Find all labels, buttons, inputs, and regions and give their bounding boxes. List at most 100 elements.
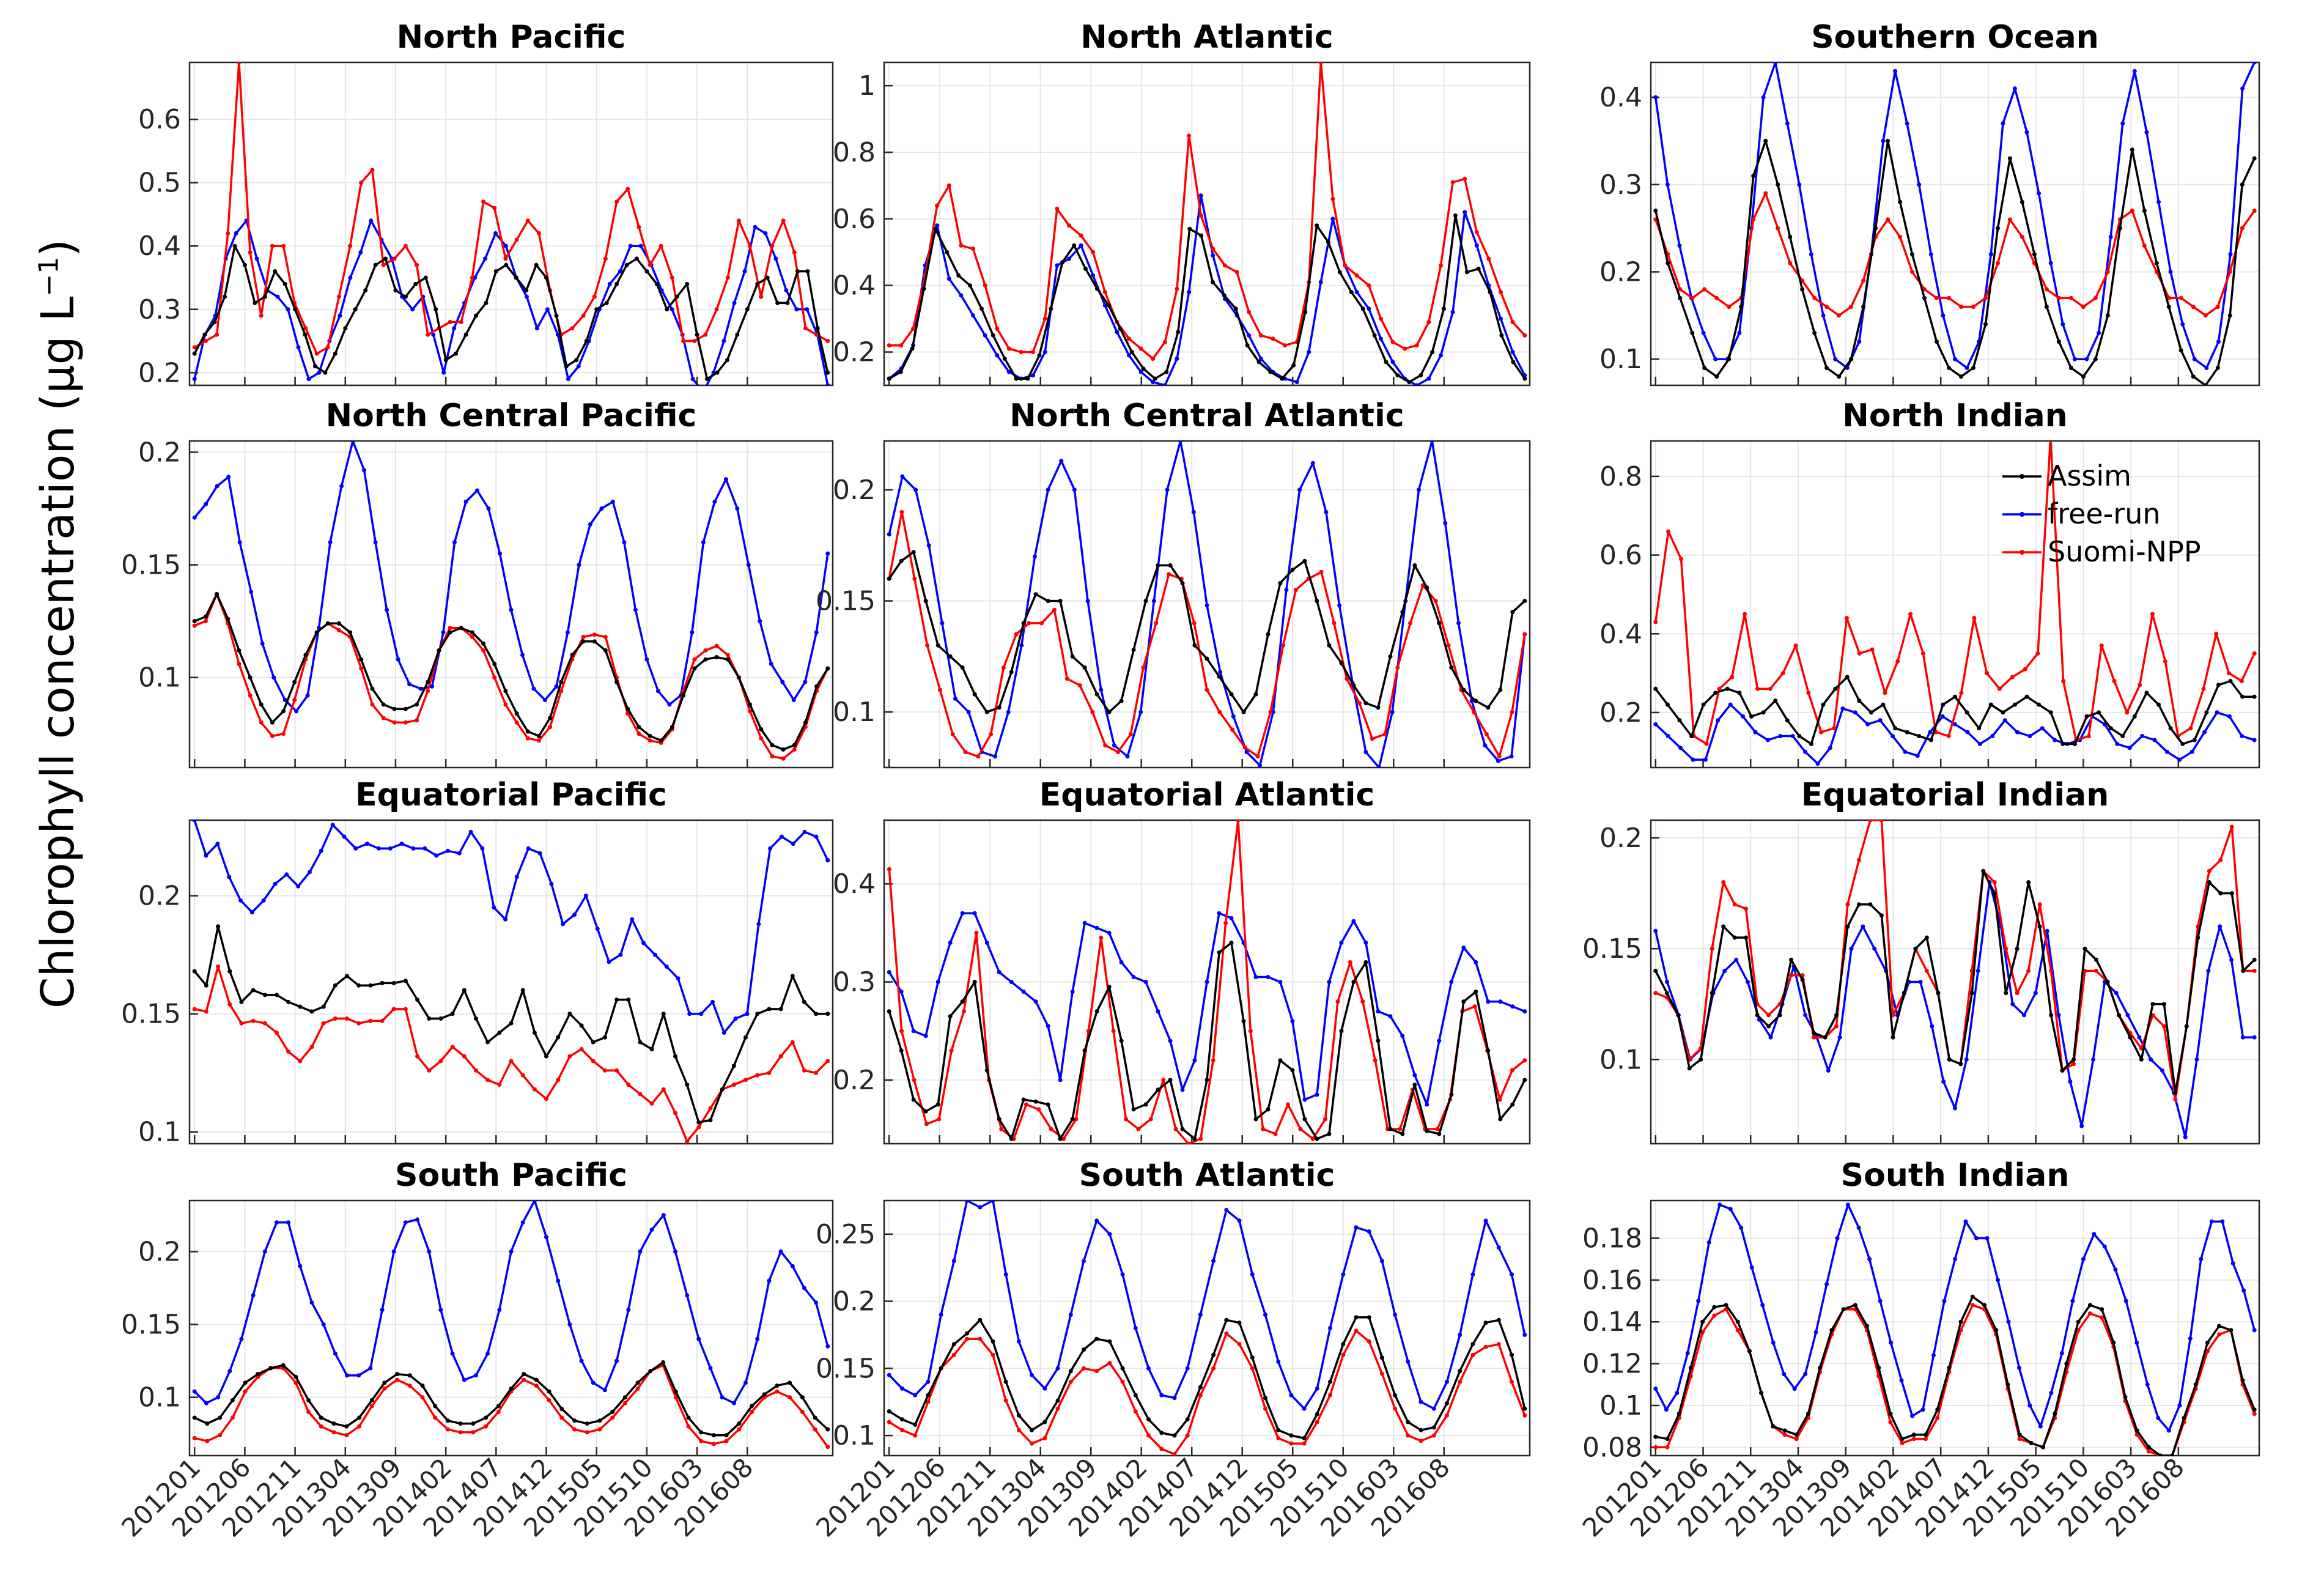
data-point — [769, 662, 773, 667]
data-point — [259, 313, 264, 318]
data-point — [767, 1070, 772, 1075]
data-point — [1119, 698, 1124, 703]
plot-area — [1651, 62, 2259, 385]
data-point — [348, 243, 353, 248]
data-point — [948, 654, 953, 659]
data-point — [926, 1393, 931, 1398]
data-point — [814, 630, 819, 635]
data-point — [275, 294, 280, 299]
data-point — [1302, 1117, 1307, 1122]
data-point — [1990, 734, 1995, 738]
data-point — [1666, 529, 1671, 534]
data-point — [1003, 1379, 1008, 1384]
data-point — [520, 1220, 525, 1225]
data-point — [1728, 1207, 1733, 1212]
data-point — [720, 1087, 725, 1092]
data-point — [1664, 991, 1669, 996]
data-point — [1737, 330, 1742, 335]
data-point — [1016, 1427, 1021, 1432]
data-point — [1853, 710, 1857, 715]
data-point — [585, 1421, 589, 1426]
data-point — [2149, 1057, 2153, 1062]
data-point — [514, 875, 519, 879]
data-point — [369, 1398, 374, 1402]
data-point — [628, 243, 633, 248]
data-point — [484, 300, 489, 305]
y-tick-label: 0.4 — [1599, 618, 1642, 650]
data-point — [1204, 603, 1209, 608]
data-point — [524, 288, 529, 293]
data-point — [2215, 710, 2219, 715]
data-point — [2202, 730, 2207, 735]
data-point — [935, 643, 940, 648]
data-point — [2049, 1391, 2054, 1395]
data-point — [1211, 246, 1215, 251]
data-point — [342, 834, 347, 839]
data-point — [1107, 1361, 1112, 1366]
data-point — [1780, 671, 1785, 676]
data-point — [673, 1111, 677, 1116]
data-point — [1735, 1319, 1740, 1324]
data-point — [2188, 1336, 2193, 1341]
data-point — [525, 294, 529, 299]
data-point — [345, 974, 349, 979]
data-point — [1935, 1407, 1940, 1412]
data-point — [708, 1106, 713, 1111]
y-tick-label: 0.4 — [833, 270, 876, 302]
data-point — [1095, 286, 1099, 291]
data-point — [380, 1308, 385, 1313]
data-point — [1702, 366, 1707, 370]
data-point — [948, 1014, 953, 1019]
data-point — [2227, 313, 2232, 318]
data-point — [1924, 935, 1929, 940]
data-point — [248, 675, 253, 680]
data-point — [755, 1336, 760, 1341]
data-point — [781, 756, 786, 761]
data-point — [923, 599, 928, 604]
data-point — [1156, 1009, 1160, 1014]
data-point — [1677, 243, 1682, 248]
data-point — [248, 693, 253, 698]
data-point — [665, 307, 670, 312]
data-point — [493, 269, 498, 274]
data-point — [699, 1430, 704, 1435]
data-point — [344, 1433, 349, 1438]
data-point — [572, 913, 577, 917]
data-point — [1066, 223, 1071, 228]
data-point — [248, 250, 253, 255]
data-point — [1198, 1136, 1203, 1141]
data-point — [2027, 734, 2032, 738]
data-point — [607, 960, 611, 965]
data-point — [1706, 1240, 1711, 1245]
data-point — [1483, 1344, 1488, 1349]
data-point — [825, 551, 830, 556]
data-point — [1091, 273, 1096, 278]
data-point — [1241, 1019, 1246, 1024]
data-point — [470, 630, 474, 635]
data-point — [1290, 1068, 1295, 1073]
data-point — [2108, 726, 2113, 731]
data-point — [1449, 665, 1454, 670]
data-point — [910, 346, 915, 351]
data-point — [733, 1016, 738, 1021]
y-tick-label: 0.2 — [833, 1286, 876, 1317]
data-point — [887, 1372, 891, 1377]
data-point — [1714, 374, 1719, 379]
data-point — [1326, 240, 1330, 245]
data-point — [995, 353, 1000, 358]
data-point — [2240, 734, 2245, 738]
data-point — [2240, 1378, 2245, 1383]
y-tick-label: 0.1 — [138, 1382, 181, 1413]
data-point — [434, 853, 439, 858]
data-point — [1024, 1102, 1028, 1107]
data-point — [1019, 643, 1024, 648]
data-point — [652, 952, 657, 957]
data-point — [2252, 1328, 2257, 1333]
data-point — [778, 1249, 783, 1254]
data-point — [1867, 1257, 1872, 1262]
data-point — [1107, 985, 1112, 989]
data-point — [703, 332, 708, 337]
data-point — [427, 1068, 432, 1073]
data-point — [430, 684, 435, 689]
data-point — [2093, 295, 2098, 300]
